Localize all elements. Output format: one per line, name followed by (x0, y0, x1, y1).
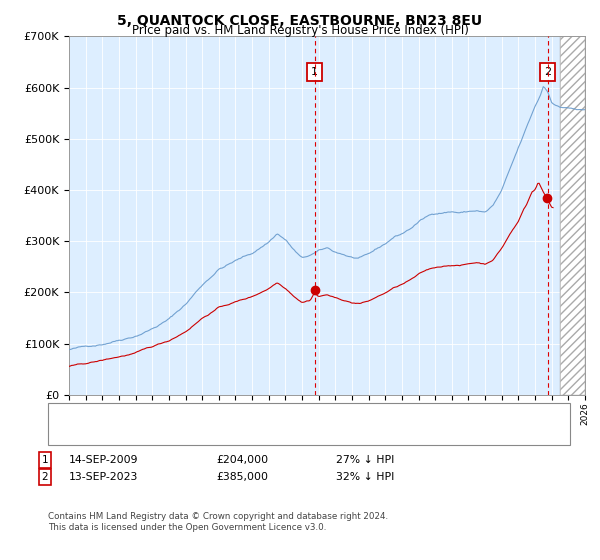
Text: 27% ↓ HPI: 27% ↓ HPI (336, 455, 394, 465)
Text: £204,000: £204,000 (216, 455, 268, 465)
Text: 5, QUANTOCK CLOSE, EASTBOURNE, BN23 8EU: 5, QUANTOCK CLOSE, EASTBOURNE, BN23 8EU (118, 14, 482, 28)
Text: £385,000: £385,000 (216, 472, 268, 482)
Text: 2: 2 (41, 472, 49, 482)
Text: 2: 2 (544, 67, 551, 77)
Text: Contains HM Land Registry data © Crown copyright and database right 2024.
This d: Contains HM Land Registry data © Crown c… (48, 512, 388, 532)
Text: 14-SEP-2009: 14-SEP-2009 (69, 455, 139, 465)
Text: 5, QUANTOCK CLOSE, EASTBOURNE, BN23 8EU (detached house): 5, QUANTOCK CLOSE, EASTBOURNE, BN23 8EU … (95, 409, 421, 419)
Bar (560, 36, 585, 395)
Text: 1: 1 (311, 67, 318, 77)
Text: Price paid vs. HM Land Registry's House Price Index (HPI): Price paid vs. HM Land Registry's House … (131, 24, 469, 37)
Text: 13-SEP-2023: 13-SEP-2023 (69, 472, 139, 482)
Text: HPI: Average price, detached house, Eastbourne: HPI: Average price, detached house, East… (95, 428, 336, 438)
Text: 1: 1 (41, 455, 49, 465)
Bar (560, 36, 585, 395)
Text: 32% ↓ HPI: 32% ↓ HPI (336, 472, 394, 482)
